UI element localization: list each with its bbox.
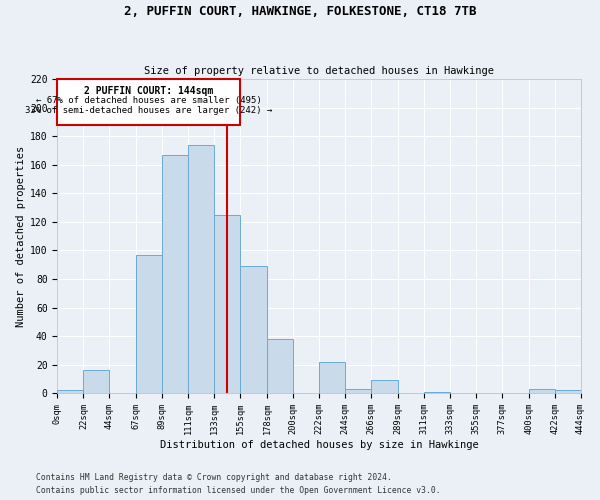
- Bar: [58, 390, 83, 393]
- Bar: [163, 154, 188, 393]
- Bar: [58, 79, 240, 125]
- Bar: [188, 144, 214, 393]
- X-axis label: Distribution of detached houses by size in Hawkinge: Distribution of detached houses by size …: [160, 440, 478, 450]
- Bar: [240, 266, 267, 393]
- Text: 33% of semi-detached houses are larger (242) →: 33% of semi-detached houses are larger (…: [25, 106, 272, 115]
- Bar: [214, 214, 240, 393]
- Text: Contains HM Land Registry data © Crown copyright and database right 2024.
Contai: Contains HM Land Registry data © Crown c…: [36, 474, 440, 495]
- Bar: [371, 380, 398, 393]
- Bar: [83, 370, 109, 393]
- Bar: [345, 389, 371, 393]
- Text: 2, PUFFIN COURT, HAWKINGE, FOLKESTONE, CT18 7TB: 2, PUFFIN COURT, HAWKINGE, FOLKESTONE, C…: [124, 5, 476, 18]
- Bar: [136, 254, 163, 393]
- Bar: [267, 339, 293, 393]
- Title: Size of property relative to detached houses in Hawkinge: Size of property relative to detached ho…: [144, 66, 494, 76]
- Y-axis label: Number of detached properties: Number of detached properties: [16, 146, 26, 327]
- Bar: [424, 392, 450, 393]
- Text: ← 67% of detached houses are smaller (495): ← 67% of detached houses are smaller (49…: [36, 96, 262, 105]
- Bar: [529, 389, 554, 393]
- Bar: [319, 362, 345, 393]
- Bar: [554, 390, 581, 393]
- Text: 2 PUFFIN COURT: 144sqm: 2 PUFFIN COURT: 144sqm: [84, 86, 214, 96]
